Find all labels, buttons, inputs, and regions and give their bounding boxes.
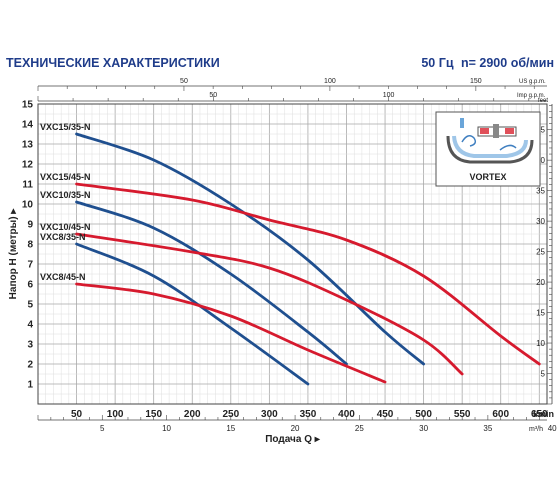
impgpm-tick-label: 50 xyxy=(209,92,217,99)
y-tick-label: 1 xyxy=(27,380,33,391)
series-label-vxc8-35-n: VXC8/35-N xyxy=(40,232,86,242)
feet-tick-label: 45 xyxy=(536,126,545,135)
feet-tick-label: 35 xyxy=(536,187,545,196)
y-tick-label: 7 xyxy=(27,260,33,271)
y-tick-label: 12 xyxy=(22,160,34,171)
y-tick-label: 8 xyxy=(27,240,33,251)
series-line-vxc15-35-n xyxy=(75,132,426,366)
series-label-vxc8-45-n: VXC8/45-N xyxy=(40,272,86,282)
x-tick-label: 600 xyxy=(492,409,509,420)
m3h-tick-label: 35 xyxy=(483,424,492,433)
y-tick-label: 11 xyxy=(22,180,33,191)
y-tick-label: 4 xyxy=(27,320,33,331)
vortex-label: VORTEX xyxy=(469,172,506,182)
plot-border xyxy=(37,103,548,405)
m3h-tick-label: 30 xyxy=(419,424,428,433)
usgpm-unit-label: US g.p.m. xyxy=(519,79,546,85)
m3h-tick-label: 20 xyxy=(291,424,300,433)
feet-tick-label: 10 xyxy=(536,339,545,348)
x-tick-label: 650 xyxy=(531,409,548,420)
vortex-pump-diagram-icon xyxy=(446,118,534,164)
y-tick-label: 10 xyxy=(22,200,34,211)
impgpm-tick-label: 100 xyxy=(383,92,395,99)
series-line-vxc8-45-n xyxy=(75,282,387,384)
series-label-vxc15-45-n: VXC15/45-N xyxy=(40,172,91,182)
chart-title: ТЕХНИЧЕСКИЕ ХАРАКТЕРИСТИКИ xyxy=(6,56,220,70)
m3h-tick-label: 40 xyxy=(548,424,557,433)
usgpm-tick-label: 150 xyxy=(470,78,482,85)
y-tick-label: 13 xyxy=(22,140,34,151)
x-tick-label: 200 xyxy=(184,409,201,420)
series-lines xyxy=(75,132,541,386)
x-tick-label: 300 xyxy=(261,409,278,420)
feet-tick-label: 5 xyxy=(541,370,546,379)
frequency-speed-label: 50 Гц n= 2900 об/мин xyxy=(417,56,554,70)
x-tick-label: 450 xyxy=(377,409,394,420)
y-tick-label: 9 xyxy=(27,220,33,231)
series-line-vxc10-45-n xyxy=(75,232,464,376)
m3h-tick-label: 10 xyxy=(162,424,171,433)
frequency-label: 50 Гц xyxy=(421,56,454,70)
tick-labels: 50 100 150 200 250 300 350 400 450 500 550 600 650l/… xyxy=(8,78,557,445)
y-tick-label: 3 xyxy=(27,340,33,351)
y-tick-label: 6 xyxy=(27,280,33,291)
impgpm-unit-label: Imp g.p.m. xyxy=(517,93,546,99)
m3h-tick-label: 5 xyxy=(100,424,105,433)
series-labels: VXC15/35-N VXC15/45-N VXC10/35-N VXC10/45-N… xyxy=(40,122,91,282)
series-line-vxc15-45-n xyxy=(75,182,541,366)
x-unit-label: l/min xyxy=(533,409,554,419)
series-label-vxc10-45-n: VXC10/45-N xyxy=(40,222,91,232)
feet-tick-label: 15 xyxy=(536,309,545,318)
y-tick-label: 14 xyxy=(22,120,34,131)
speed-label: n= 2900 об/мин xyxy=(461,56,554,70)
feet-tick-label: 20 xyxy=(536,278,545,287)
usgpm-tick-label: 50 xyxy=(180,78,188,85)
series-line-vxc10-35-n xyxy=(75,200,348,366)
x-axis-title: Подача Q ▸ xyxy=(265,434,321,445)
series-line-vxc8-35-n xyxy=(75,242,310,386)
x-tick-label: 400 xyxy=(338,409,355,420)
vortex-inset: VORTEX xyxy=(435,111,541,187)
x-tick-label: 100 xyxy=(107,409,124,420)
usgpm-tick-label: 100 xyxy=(324,78,336,85)
y-tick-label: 15 xyxy=(22,100,34,111)
m3h-tick-label: 25 xyxy=(355,424,364,433)
y-axis-title: Напор H (метры) ▸ xyxy=(8,208,19,300)
series-label-vxc15-35-n: VXC15/35-N xyxy=(40,122,91,132)
m3h-tick-label: 15 xyxy=(226,424,235,433)
x-tick-label: 250 xyxy=(222,409,239,420)
x-tick-label: 50 xyxy=(71,409,83,420)
y-tick-label: 5 xyxy=(27,300,33,311)
x-tick-label: 500 xyxy=(415,409,432,420)
m3h-unit-label: m³/h xyxy=(529,426,543,433)
feet-tick-label: 25 xyxy=(536,248,545,257)
x-tick-label: 350 xyxy=(300,409,317,420)
feet-unit-label: feet xyxy=(538,98,548,104)
x-tick-label: 150 xyxy=(145,409,162,420)
axes xyxy=(37,85,553,421)
y-tick-label: 2 xyxy=(27,360,33,371)
feet-tick-label: 40 xyxy=(536,156,545,165)
feet-tick-label: 30 xyxy=(536,217,545,226)
series-label-vxc10-35-n: VXC10/35-N xyxy=(40,190,91,200)
x-tick-label: 550 xyxy=(454,409,471,420)
